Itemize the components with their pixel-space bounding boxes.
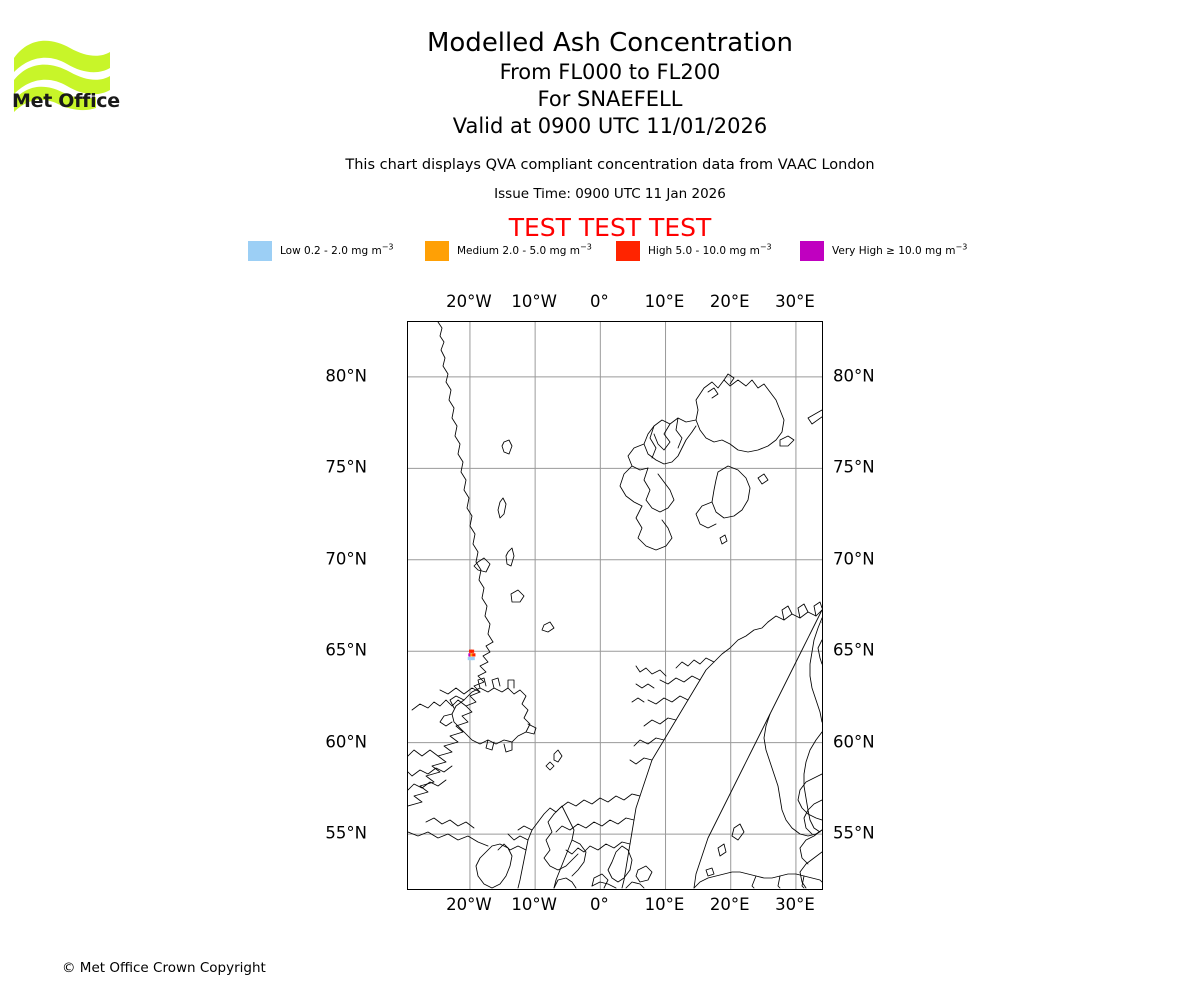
concentration-legend: Low 0.2 - 2.0 mg m−3 Medium 2.0 - 5.0 mg … bbox=[248, 240, 994, 264]
met-office-waves-logo bbox=[14, 40, 110, 112]
map-gridlines bbox=[408, 322, 822, 889]
legend-label-low: Low 0.2 - 2.0 mg m−3 bbox=[280, 242, 394, 257]
lon-tick-bottom: 20°E bbox=[709, 895, 750, 914]
lon-tick-top: 10°E bbox=[644, 292, 685, 311]
legend-label-very-high: Very High ≥ 10.0 mg m−3 bbox=[832, 242, 968, 257]
map-coastlines bbox=[408, 322, 822, 889]
ash-cell-low bbox=[469, 656, 473, 661]
lat-tick-left: 55°N bbox=[325, 823, 367, 843]
page-title: Modelled Ash Concentration bbox=[426, 28, 794, 58]
issue-time: Issue Time: 0900 UTC 11 Jan 2026 bbox=[494, 186, 726, 202]
legend-swatch-low bbox=[248, 241, 272, 261]
lat-tick-right: 60°N bbox=[833, 732, 875, 752]
lat-tick-left: 70°N bbox=[325, 549, 367, 569]
lat-tick-left: 60°N bbox=[325, 732, 367, 752]
map-canvas bbox=[408, 322, 822, 889]
legend-swatch-high bbox=[616, 241, 640, 261]
valid-time: Valid at 0900 UTC 11/01/2026 bbox=[452, 114, 768, 138]
lon-tick-top: 0° bbox=[589, 292, 609, 311]
map-plot-frame bbox=[407, 321, 823, 890]
lon-tick-top: 10°W bbox=[511, 292, 557, 311]
ash-cell-very-high bbox=[468, 653, 472, 657]
legend-entry-very-high: Very High ≥ 10.0 mg m−3 bbox=[800, 240, 967, 262]
qva-note: This chart displays QVA compliant concen… bbox=[345, 157, 875, 173]
ash-cell-high bbox=[472, 653, 476, 657]
lat-tick-right: 65°N bbox=[833, 640, 875, 660]
ash-plume-cells bbox=[467, 649, 476, 661]
lat-tick-right: 75°N bbox=[833, 457, 875, 477]
brand-wordmark: Met Office bbox=[12, 90, 120, 112]
volcano-name: For SNAEFELL bbox=[537, 87, 683, 111]
lon-tick-bottom: 20°W bbox=[446, 895, 492, 914]
lat-tick-left: 80°N bbox=[325, 366, 367, 386]
ash-cell-medium bbox=[470, 653, 474, 657]
lat-tick-right: 80°N bbox=[833, 366, 875, 386]
lon-tick-top: 20°E bbox=[709, 292, 750, 311]
lon-tick-bottom: 0° bbox=[589, 895, 609, 914]
ash-cell-high bbox=[468, 649, 473, 653]
test-banner: TEST TEST TEST bbox=[508, 213, 712, 242]
lon-tick-bottom: 10°W bbox=[511, 895, 557, 914]
map-container bbox=[407, 321, 823, 890]
flight-level-range: From FL000 to FL200 bbox=[499, 60, 721, 84]
legend-label-medium: Medium 2.0 - 5.0 mg m−3 bbox=[457, 242, 592, 257]
lon-tick-top: 20°W bbox=[446, 292, 492, 311]
title-block: Modelled Ash Concentration From FL000 to… bbox=[230, 28, 990, 140]
lat-tick-left: 75°N bbox=[325, 457, 367, 477]
legend-entry-high: High 5.0 - 10.0 mg m−3 bbox=[616, 240, 772, 262]
ash-cell-high bbox=[470, 649, 475, 653]
legend-swatch-medium bbox=[425, 241, 449, 261]
lat-tick-right: 70°N bbox=[833, 549, 875, 569]
copyright-notice: © Met Office Crown Copyright bbox=[62, 960, 266, 976]
lon-tick-bottom: 10°E bbox=[644, 895, 685, 914]
lat-tick-right: 55°N bbox=[833, 823, 875, 843]
legend-entry-medium: Medium 2.0 - 5.0 mg m−3 bbox=[425, 240, 592, 262]
lon-tick-top: 30°E bbox=[775, 292, 815, 311]
ash-cell-low bbox=[467, 656, 471, 661]
lon-tick-bottom: 30°E bbox=[775, 895, 815, 914]
ash-cell-low bbox=[471, 656, 475, 661]
legend-label-high: High 5.0 - 10.0 mg m−3 bbox=[648, 242, 772, 257]
lat-tick-left: 65°N bbox=[325, 640, 367, 660]
legend-entry-low: Low 0.2 - 2.0 mg m−3 bbox=[248, 240, 393, 262]
legend-swatch-very-high bbox=[800, 241, 824, 261]
